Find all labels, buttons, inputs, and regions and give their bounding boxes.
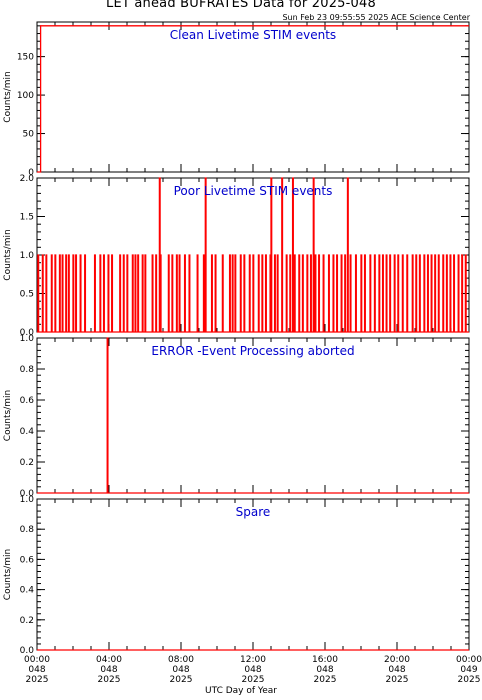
x-tick-label: 048 — [244, 665, 261, 675]
panel-title: Poor Livetime STIM events — [174, 184, 333, 198]
y-tick-label: 1.0 — [20, 251, 35, 261]
y-tick-label: 1.0 — [20, 334, 35, 344]
y-tick-label: 0.8 — [20, 365, 35, 375]
y-tick-label: 0.0 — [20, 328, 35, 338]
panel-frame — [36, 21, 470, 173]
x-tick-label: 048 — [100, 665, 117, 675]
chart-title: LET ahead BUFRATES Data for 2025-048 — [106, 0, 376, 11]
x-tick-label: 08:00 — [168, 655, 194, 665]
y-tick-label: 0 — [28, 168, 34, 178]
x-tick-label: 048 — [388, 665, 405, 675]
y-tick-label: 0.5 — [20, 290, 34, 300]
x-tick-label: 2025 — [242, 675, 265, 685]
x-tick-label: 00:00 — [24, 655, 50, 665]
y-tick-label: 0.6 — [20, 396, 35, 406]
y-tick-label: 0.4 — [20, 427, 35, 437]
y-tick-label: 0.8 — [20, 525, 35, 535]
data-series-line — [37, 25, 469, 173]
x-tick-label: 048 — [28, 665, 45, 675]
timestamp: Sun Feb 23 09:55:55 2025 ACE Science Cen… — [282, 13, 470, 22]
panel-title: ERROR -Event Processing aborted — [151, 344, 354, 358]
panel-title: Spare — [236, 505, 271, 519]
y-tick-label: 0.6 — [20, 555, 35, 565]
y-tick-label: 0.0 — [20, 489, 35, 499]
y-tick-label: 2.0 — [20, 174, 35, 184]
y-tick-label: 0.2 — [20, 616, 34, 626]
x-tick-label: 2025 — [386, 675, 409, 685]
y-tick-label: 50 — [23, 130, 35, 140]
x-tick-label: 16:00 — [312, 655, 338, 665]
x-tick-label: 2025 — [314, 675, 337, 685]
y-tick-label: 100 — [17, 91, 34, 101]
y-tick-label: 150 — [17, 53, 34, 63]
y-tick-label: 0.0 — [20, 646, 35, 656]
y-axis-label: Counts/min — [3, 390, 13, 441]
x-tick-label: 2025 — [98, 675, 121, 685]
y-axis-label: Counts/min — [3, 71, 13, 122]
x-tick-label: 2025 — [26, 675, 49, 685]
data-series-line — [37, 177, 469, 333]
x-axis-title: UTC Day of Year — [205, 686, 277, 696]
x-tick-label: 04:00 — [96, 655, 122, 665]
y-axis-label: Counts/min — [3, 229, 13, 280]
x-tick-label: 048 — [316, 665, 333, 675]
y-axis-label: Counts/min — [3, 549, 13, 600]
x-tick-label: 00:00 — [456, 655, 482, 665]
x-tick-label: 2025 — [458, 675, 481, 685]
x-tick-label: 048 — [172, 665, 189, 675]
x-tick-label: 20:00 — [384, 655, 410, 665]
panel-frame — [36, 498, 470, 651]
y-tick-label: 0.2 — [20, 458, 34, 468]
y-tick-label: 0.4 — [20, 586, 35, 596]
panel-frame — [36, 337, 470, 494]
panel-title: Clean Livetime STIM events — [170, 28, 336, 42]
x-tick-label: 049 — [460, 665, 477, 675]
x-tick-label: 2025 — [170, 675, 193, 685]
y-tick-label: 1.5 — [20, 213, 34, 223]
data-series-line — [37, 337, 469, 494]
x-tick-label: 12:00 — [240, 655, 266, 665]
y-tick-label: 1.0 — [20, 495, 35, 505]
